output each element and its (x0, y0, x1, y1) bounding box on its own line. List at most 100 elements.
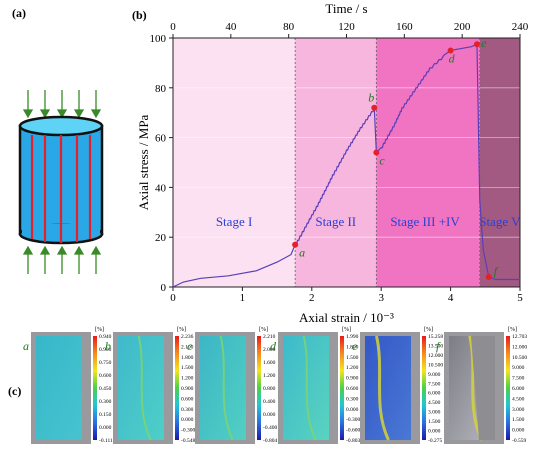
y-axis-label: Axial stress / MPa (136, 114, 151, 210)
color-bar-tick: 0.000 (512, 428, 525, 434)
color-bar-tick: -0.559 (512, 438, 526, 444)
map-label-b: b (105, 339, 111, 353)
panel-label-b: (b) (132, 8, 147, 22)
color-bar-tick: 7.500 (512, 376, 525, 382)
stage-label: Stage I (216, 214, 252, 229)
x-tick-label: 3 (378, 292, 384, 304)
x-axis-label: Axial strain / 10⁻³ (299, 310, 394, 325)
color-bar-tick: 0.400 (263, 399, 276, 405)
y-tick-label: 80 (155, 83, 167, 95)
marker-point-c (373, 149, 380, 156)
fractured-region (471, 336, 495, 440)
color-bar-tick: 10.500 (512, 355, 527, 361)
color-bar-tick: 0.600 (181, 396, 194, 402)
y-tick-label: 60 (155, 133, 167, 145)
compression-arrows-top (22, 90, 102, 119)
color-bar-unit: [%] (424, 327, 433, 333)
map-label-c: c (187, 339, 193, 353)
strain-gauge-lines (30, 135, 92, 243)
map-label-e: e (352, 339, 358, 353)
y-tick-label: 20 (155, 232, 167, 244)
color-bar-tick: 0.000 (99, 425, 112, 431)
color-bar-tick: 0.450 (99, 386, 112, 392)
color-bar-tick: 13.500 (428, 343, 443, 349)
color-bar-tick: 4.500 (512, 396, 525, 402)
top-tick-label: 160 (396, 21, 413, 33)
marker-label-c: c (379, 154, 385, 168)
stage-label: Stage II (315, 214, 356, 229)
strain-map-d: d [%]1.990 1.800 1.500 1.200 0.900 0.600 0.300 0… (270, 327, 360, 444)
stage-band-1 (173, 38, 296, 287)
color-bar-tick: 0.000 (181, 417, 194, 423)
crack-band (468, 335, 484, 441)
color-bar (175, 336, 179, 440)
color-bar-unit: [%] (259, 327, 268, 333)
strain-map-f: f [%]12.703 12.000 10.500 9.000 7.500 6.000 4.5… (436, 327, 527, 444)
x-tick-label: 1 (240, 292, 246, 304)
color-bar-tick: 1.200 (346, 365, 359, 371)
color-bar-tick: 2.210 (263, 334, 276, 340)
crack-band (137, 335, 152, 441)
color-bar-unit: [%] (95, 327, 104, 333)
color-bar-tick: 0.600 (346, 386, 359, 392)
marker-point-f (485, 274, 492, 281)
color-bar-tick: 0.150 (99, 412, 112, 418)
color-bar-unit: [%] (508, 327, 517, 333)
panel-label-c: (c) (8, 384, 21, 398)
color-bar-tick: 0.300 (346, 396, 359, 402)
color-bar-tick: -0.804 (263, 438, 277, 444)
crack-band (219, 335, 234, 441)
color-bar-tick: 0.900 (346, 376, 359, 382)
marker-label-b: b (368, 91, 374, 105)
marker-point-a (292, 241, 299, 248)
color-bar-tick: 0.940 (99, 334, 112, 340)
color-bar-tick: 1.500 (346, 355, 359, 361)
top-tick-label: 200 (454, 21, 471, 33)
x-tick-label: 4 (448, 292, 454, 304)
color-bar-tick: 10.500 (428, 362, 443, 368)
color-bar-tick: 0.750 (99, 360, 112, 366)
color-bar-tick: -0.111 (99, 438, 113, 444)
color-bar-tick: 6.000 (428, 391, 441, 397)
stage-band-4 (479, 38, 520, 287)
stage-label: Stage V (479, 214, 521, 229)
top-tick-label: 120 (338, 21, 355, 33)
x-tick-label: 0 (170, 292, 176, 304)
top-axis-label: Time / s (325, 1, 367, 16)
stress-strain-chart: Stage I Stage II Stage III +IV Stage V a b c d e… (136, 1, 529, 325)
strain-map-b: b [%]2.236 2.100 1.800 1.500 1.200 0.900 0.600 0… (105, 327, 195, 444)
color-bar-tick: 0.600 (99, 373, 112, 379)
color-bar-tick: 0.900 (99, 347, 112, 353)
color-bar-tick: -0.275 (428, 438, 442, 444)
color-bar-tick: 0.300 (181, 407, 194, 413)
y-tick-label: 0 (161, 282, 167, 294)
color-bar-tick: -0.300 (181, 428, 195, 434)
marker-label-a: a (299, 246, 305, 260)
marker-point-b (371, 104, 378, 111)
color-bar-tick: 1.500 (512, 417, 525, 423)
color-bar-tick: 12.703 (512, 334, 527, 340)
color-bar-tick: -0.400 (263, 425, 277, 431)
color-bar-tick: 6.000 (512, 386, 525, 392)
color-bar-unit: [%] (342, 327, 351, 333)
stress-curve (172, 43, 520, 288)
crack-band (375, 335, 390, 441)
marker-point-d (447, 47, 454, 54)
strain-map-c: c [%]2.210 2.000 1.600 1.200 0.800 0.400 0.000 -… (187, 327, 277, 444)
stage-band-3 (376, 38, 480, 287)
map-label-a: a (23, 339, 29, 353)
color-bar-tick: 12.000 (512, 344, 527, 350)
color-bar-tick: 1.500 (181, 365, 194, 371)
strain-maps: a[%]0.9400.9000.7500.6000.4500.3000.1500… (23, 327, 527, 444)
color-bar-tick: 15.258 (428, 334, 443, 340)
color-bar-tick: 12.000 (428, 353, 443, 359)
panel-label-a: (a) (12, 6, 26, 20)
color-bar-tick: -0.548 (181, 438, 195, 444)
map-label-f: f (436, 339, 441, 353)
color-bar-tick: 0.300 (99, 399, 112, 405)
color-bar-tick: 1.500 (428, 419, 441, 425)
color-bar (340, 336, 344, 440)
color-bar-tick: 1.600 (263, 360, 276, 366)
color-bar-tick: 2.100 (181, 344, 194, 350)
